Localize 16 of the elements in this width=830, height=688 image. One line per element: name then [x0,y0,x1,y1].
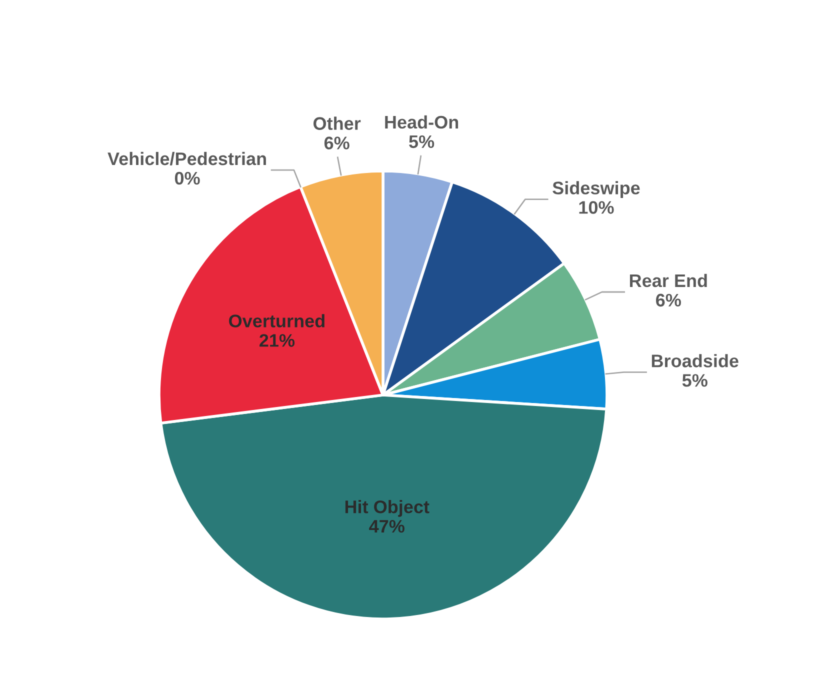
slice-label: Rear End [630,274,707,288]
data-label: 10% [579,201,614,214]
category-label: Vehicle/Pedestrian [108,152,266,166]
data-label: 6% [656,294,681,307]
slice-label: Broadside [652,354,738,368]
slice-label: Head-On [385,115,458,129]
data-label: 5% [409,135,434,148]
data-label: 21% [260,334,295,347]
text: 0% [174,172,200,185]
data-label: 5% [682,374,708,387]
slice-label: Sideswipe [552,181,640,198]
data-label: 6% [324,136,350,150]
data-label: 47% [369,520,404,533]
slice-label: Overturned [229,314,324,328]
slice-label: Other [313,116,361,130]
slice-label: Hit Object [345,500,430,517]
